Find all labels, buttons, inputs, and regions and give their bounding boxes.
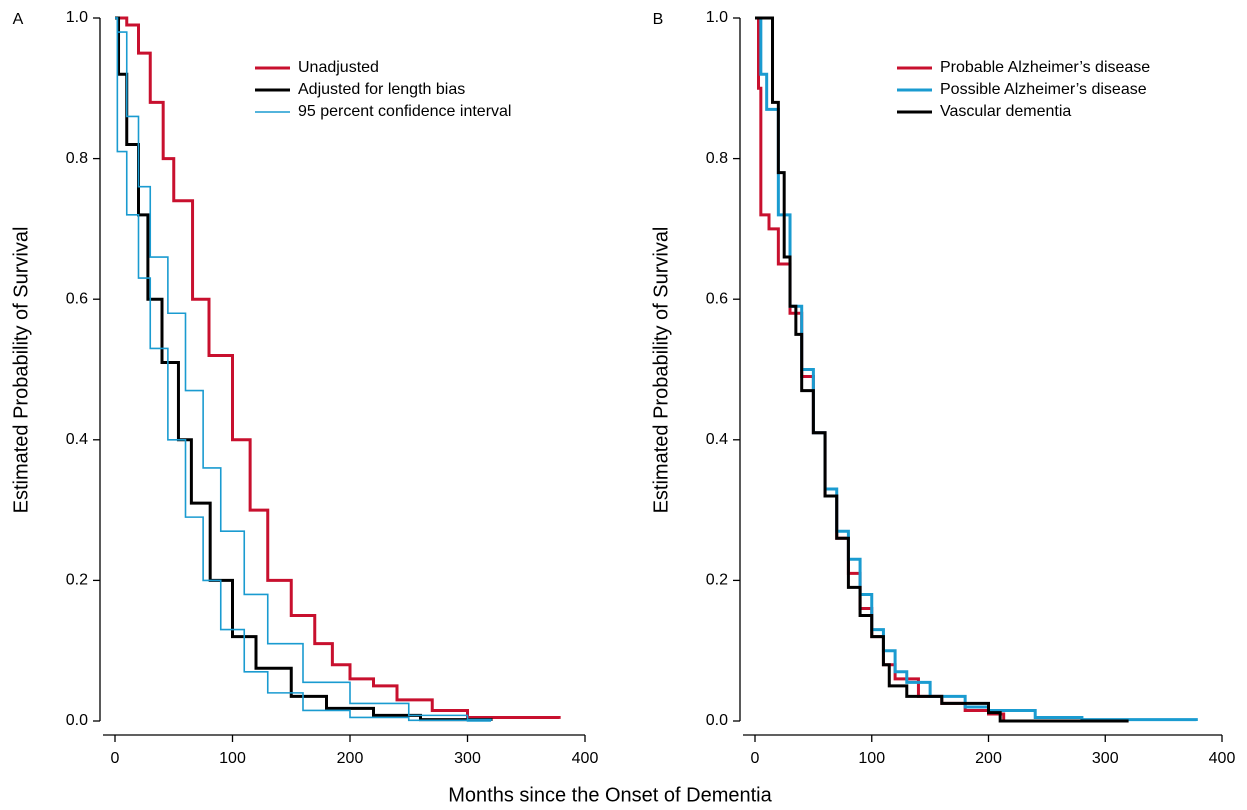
survival-curve — [755, 16, 1198, 722]
panel-label: A — [13, 11, 24, 28]
y-tick-label: 0.8 — [706, 150, 728, 167]
x-tick-label: 0 — [111, 750, 120, 767]
survival-curve — [755, 16, 1129, 723]
survival-curve — [115, 17, 491, 722]
y-tick-label: 0.0 — [706, 712, 728, 729]
y-tick-label: 0.4 — [66, 431, 88, 448]
x-axis-label: Months since the Onset of Dementia — [448, 784, 772, 806]
legend-label: Unadjusted — [298, 59, 379, 76]
y-tick-label: 0.6 — [706, 290, 728, 307]
y-axis-label: Estimated Probability of Survival — [650, 227, 672, 514]
y-tick-label: 0.6 — [66, 290, 88, 307]
y-tick-label: 0.2 — [706, 572, 728, 589]
x-tick-label: 200 — [975, 750, 1002, 767]
x-tick-label: 200 — [337, 750, 364, 767]
legend-label: Adjusted for length bias — [298, 81, 465, 98]
legend-label: Possible Alzheimer’s disease — [940, 81, 1147, 98]
legend-label: Probable Alzheimer’s disease — [940, 59, 1150, 76]
y-tick-label: 0.2 — [66, 572, 88, 589]
y-tick-label: 0.4 — [706, 431, 728, 448]
survival-curve — [755, 16, 1006, 721]
x-tick-label: 400 — [1209, 750, 1236, 767]
legend-label: Vascular dementia — [940, 103, 1071, 120]
survival-curve — [115, 16, 561, 719]
x-tick-label: 0 — [751, 750, 760, 767]
x-tick-label: 100 — [219, 750, 246, 767]
y-tick-label: 1.0 — [706, 9, 728, 26]
survival-curve — [115, 17, 492, 721]
y-axis-label: Estimated Probability of Survival — [10, 227, 32, 514]
panel-label: B — [653, 11, 664, 28]
y-tick-label: 0.8 — [66, 150, 88, 167]
x-tick-label: 300 — [454, 750, 481, 767]
x-tick-label: 100 — [858, 750, 885, 767]
x-tick-label: 300 — [1092, 750, 1119, 767]
x-tick-label: 400 — [572, 750, 599, 767]
y-tick-label: 0.0 — [66, 712, 88, 729]
legend-label: 95 percent confidence interval — [298, 103, 511, 120]
y-tick-label: 1.0 — [66, 9, 88, 26]
